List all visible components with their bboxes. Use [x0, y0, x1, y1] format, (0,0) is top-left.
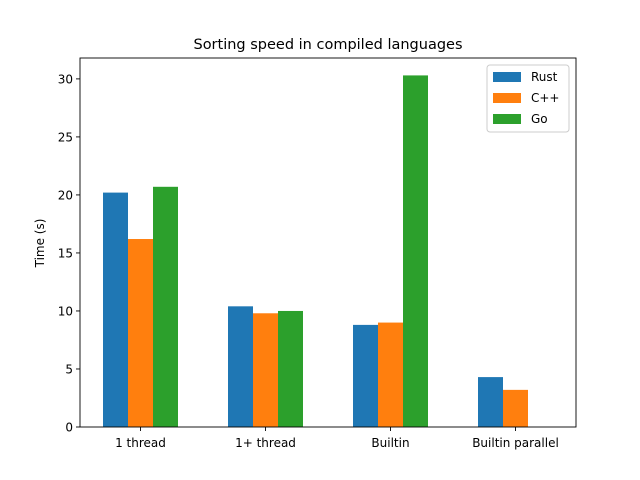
legend-swatch-go: [493, 114, 521, 124]
legend: Rust C++ Go: [486, 64, 570, 133]
x-tick-label: Builtin parallel: [472, 436, 559, 450]
y-tick-label: 30: [58, 72, 73, 86]
legend-swatch-c: [493, 93, 521, 103]
x-tick-label: 1+ thread: [235, 436, 296, 450]
y-tick-label: 5: [65, 362, 73, 376]
bar-c-builtin-parallel: [503, 389, 528, 427]
y-axis-label: Time (s): [33, 219, 47, 269]
legend-label: Go: [531, 112, 548, 126]
bar-c-builtin: [378, 322, 403, 427]
legend-label: Rust: [531, 70, 558, 84]
y-tick-label: 25: [58, 130, 73, 144]
y-tick-label: 20: [58, 188, 73, 202]
y-tick-label: 15: [58, 246, 73, 260]
bar-rust-1-thread: [103, 192, 128, 427]
bar-rust-builtin: [353, 324, 378, 427]
bar-go-1-thread: [278, 310, 303, 427]
bar-c-1-thread: [253, 313, 278, 427]
legend-label: C++: [531, 91, 560, 105]
y-tick-label: 10: [58, 304, 73, 318]
bar-rust-1-thread: [228, 306, 253, 427]
bar-rust-builtin-parallel: [478, 377, 503, 427]
legend-swatch-rust: [493, 72, 521, 82]
x-tick-label: 1 thread: [115, 436, 166, 450]
x-tick-label: Builtin: [371, 436, 409, 450]
y-tick-label: 0: [65, 421, 73, 435]
bar-go-1-thread: [153, 186, 178, 427]
bar-c-1-thread: [128, 239, 153, 427]
axes-frame: [79, 57, 577, 428]
chart-title: Sorting speed in compiled languages: [193, 37, 462, 53]
bar-go-builtin: [403, 75, 428, 427]
plot-area: 0 5 10 15 20 25 30 1 thread 1+ thread Builtin Buil…: [58, 57, 577, 450]
